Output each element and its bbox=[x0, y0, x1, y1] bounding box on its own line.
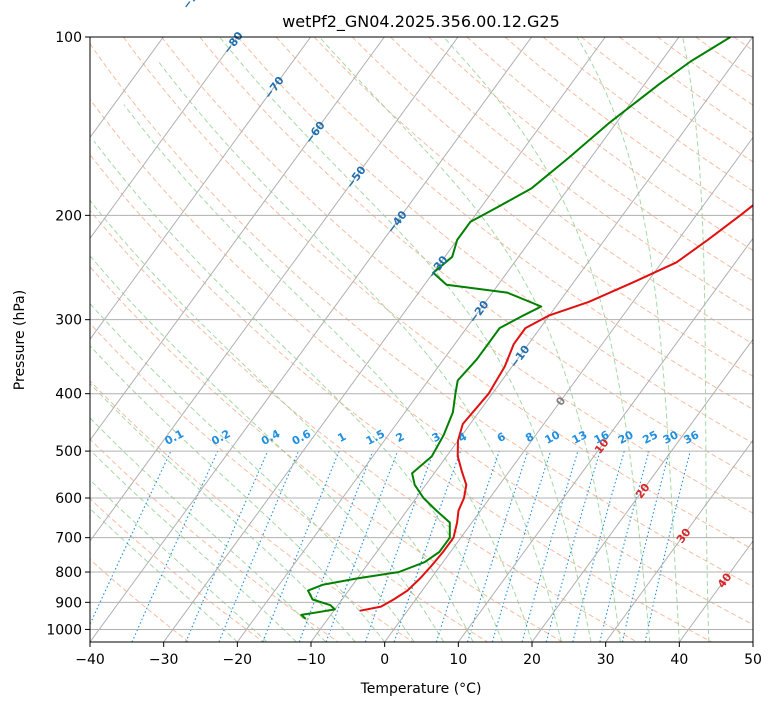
x-tick-label: −10 bbox=[296, 652, 326, 668]
moist-adiabat bbox=[443, 37, 651, 642]
mixing-ratio-label: 20 bbox=[616, 428, 636, 447]
dry-adiabat bbox=[580, 37, 753, 163]
chart-title: wetPf2_GN04.2025.356.00.12.G25 bbox=[282, 12, 560, 32]
mixing-ratio-line bbox=[262, 450, 340, 642]
mixing-ratio-line bbox=[185, 450, 269, 642]
profile-series bbox=[300, 37, 753, 620]
isotherm-line bbox=[457, 237, 753, 642]
mixing-ratio-label: 13 bbox=[570, 428, 590, 447]
isotherm-line bbox=[236, 37, 680, 642]
mixing-ratio-line bbox=[325, 450, 399, 642]
mixing-ratio-line bbox=[572, 450, 625, 642]
dry-adiabat bbox=[504, 37, 753, 221]
moist-adiabat bbox=[90, 507, 238, 642]
mixing-ratio-line bbox=[545, 450, 601, 642]
dry-adiabat bbox=[90, 153, 712, 642]
isotherm-line bbox=[163, 37, 606, 642]
mixing-ratio-line bbox=[364, 450, 435, 642]
y-tick-label: 400 bbox=[55, 387, 82, 403]
temperature-profile-line bbox=[359, 204, 753, 612]
dry-adiabat bbox=[90, 98, 753, 626]
plot-frame bbox=[89, 36, 754, 643]
x-tick-label: 30 bbox=[597, 652, 615, 668]
mixing-ratio-line bbox=[131, 450, 219, 642]
dry-adiabat bbox=[313, 37, 753, 377]
y-tick-label: 600 bbox=[55, 491, 82, 507]
mixing-ratio-line bbox=[435, 450, 500, 642]
dry-adiabat bbox=[428, 37, 753, 282]
isotherm-line bbox=[310, 37, 753, 642]
y-tick-label: 200 bbox=[55, 208, 82, 224]
isotherm-line bbox=[90, 37, 238, 240]
x-tick-label: −40 bbox=[75, 652, 105, 668]
dry-adiabat bbox=[90, 322, 488, 642]
y-tick-label: 500 bbox=[55, 444, 82, 460]
moist-adiabat bbox=[158, 61, 562, 642]
mixing-ratio-line bbox=[599, 450, 650, 642]
moist-adiabat bbox=[123, 104, 533, 642]
isotherm-line bbox=[90, 37, 459, 542]
dry-adiabat bbox=[90, 438, 339, 642]
isotherm-line bbox=[90, 37, 385, 442]
dry-adiabat bbox=[90, 380, 414, 642]
mixing-ratio-line bbox=[298, 450, 374, 642]
isotherm-line bbox=[90, 37, 533, 642]
mixing-ratio-line bbox=[466, 450, 529, 642]
y-tick-label: 700 bbox=[55, 531, 82, 547]
y-axis-title: Pressure (hPa) bbox=[12, 290, 28, 390]
dry-adiabat bbox=[161, 37, 753, 514]
mixing-ratio-label: 36 bbox=[682, 428, 702, 447]
dry-adiabat bbox=[123, 37, 753, 551]
moist-adiabat bbox=[576, 37, 680, 642]
x-axis-title: Temperature (°C) bbox=[360, 681, 482, 697]
moist-adiabat bbox=[90, 199, 474, 642]
dry-adiabat bbox=[90, 265, 563, 642]
dry-adiabat bbox=[90, 42, 753, 588]
isotherm-line bbox=[752, 641, 753, 642]
isotherm-line bbox=[605, 439, 753, 642]
x-tick-label: 50 bbox=[744, 652, 762, 668]
isotherm-label: −90 bbox=[180, 0, 205, 12]
x-tick-label: 40 bbox=[670, 652, 688, 668]
dry-adiabat bbox=[237, 37, 753, 444]
x-tick-label: 20 bbox=[523, 652, 541, 668]
moist-adiabat bbox=[319, 37, 621, 642]
x-tick-label: 10 bbox=[449, 652, 467, 668]
y-tick-label: 900 bbox=[55, 595, 82, 611]
mixing-ratio-label: 16 bbox=[592, 428, 612, 447]
mixing-ratio-line bbox=[218, 450, 300, 642]
dry-adiabat bbox=[352, 37, 753, 345]
x-tick-label: −20 bbox=[223, 652, 253, 668]
plot-background bbox=[90, 37, 753, 642]
mixing-ratio-label: 30 bbox=[661, 428, 681, 447]
y-axis-ticks: 100 200 300 400 500 600 700 800 900 1000 bbox=[46, 30, 90, 638]
x-tick-label: 0 bbox=[380, 652, 389, 668]
moist-adiabat bbox=[682, 37, 710, 642]
dry-adiabat bbox=[90, 498, 264, 642]
moist-adiabat bbox=[90, 449, 297, 642]
dry-adiabat bbox=[90, 209, 638, 642]
moist-adiabat bbox=[90, 255, 445, 642]
dry-adiabat bbox=[275, 37, 753, 411]
moist-adiabat bbox=[90, 302, 415, 642]
mixing-ratio-label: 25 bbox=[640, 428, 660, 447]
y-tick-label: 1000 bbox=[46, 622, 82, 638]
pressure-gridlines bbox=[90, 37, 753, 630]
y-tick-label: 100 bbox=[55, 30, 82, 46]
x-tick-label: −30 bbox=[149, 652, 179, 668]
mixing-ratio-label: 10 bbox=[543, 428, 563, 447]
mixing-ratio-line bbox=[621, 450, 671, 642]
y-tick-label: 800 bbox=[55, 565, 82, 581]
isotherm-line bbox=[90, 37, 312, 341]
dewpoint-profile-line bbox=[300, 37, 732, 620]
x-axis-ticks: −40 −30 −20 −10 0 10 20 30 40 50 bbox=[75, 642, 762, 668]
mixing-ratio-line bbox=[521, 450, 579, 642]
y-tick-label: 300 bbox=[55, 313, 82, 329]
mixing-ratio-line bbox=[644, 450, 691, 642]
